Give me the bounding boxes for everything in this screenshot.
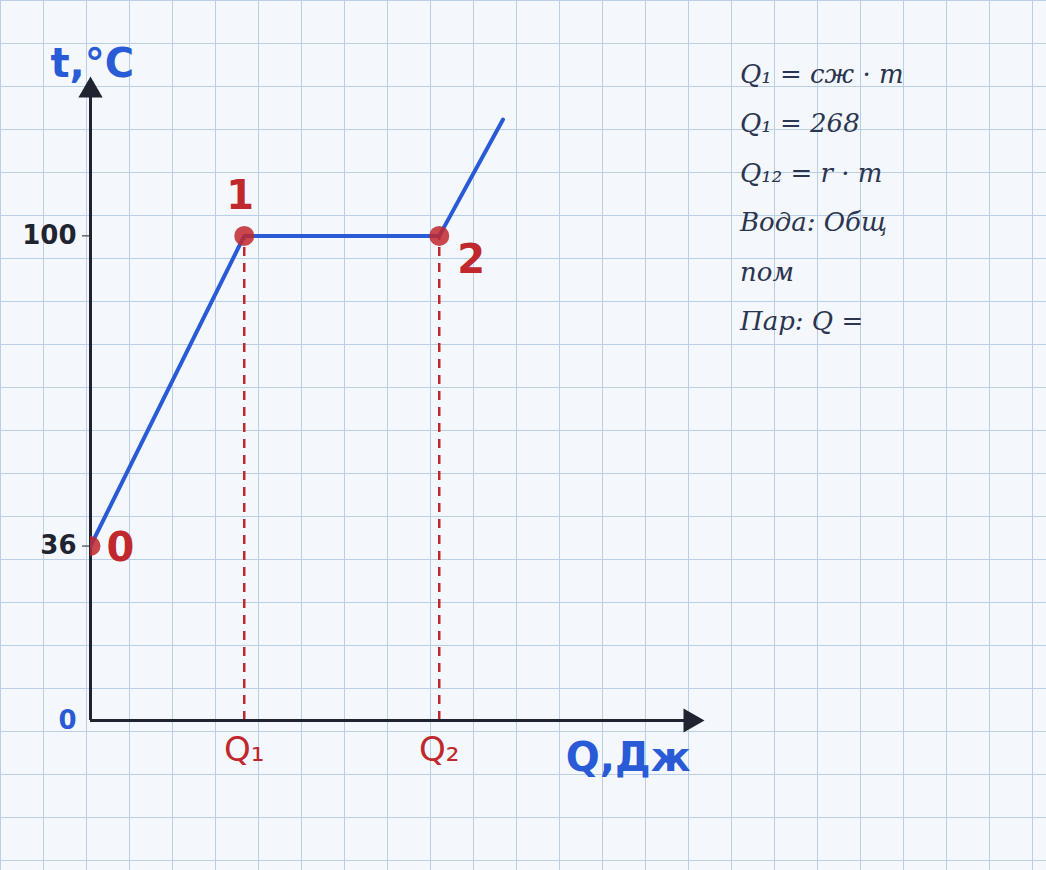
svg-text:36: 36 (40, 530, 76, 560)
html-text:Q₁ = 268: Q₁ = 268 (740, 108, 860, 139)
html-text:Пар: Q =: Пар: Q = (740, 306, 864, 336)
svg-text:Q,Дж: Q,Дж (566, 734, 691, 780)
html-text:Q₁ = cж · m: Q₁ = cж · m (740, 59, 904, 89)
html-text:Q₁₂ = r · m: Q₁₂ = r · m (740, 157, 883, 188)
svg-text:0: 0 (107, 524, 135, 570)
svg-text:0: 0 (58, 705, 76, 735)
svg-text:1: 1 (226, 172, 254, 218)
svg-text:t,°C: t,°C (51, 40, 135, 86)
html-text:пом: пом (740, 256, 794, 287)
html-text:Вода: Общ: Вода: Общ (740, 207, 887, 238)
svg-text:100: 100 (22, 220, 76, 250)
svg-text:2: 2 (457, 236, 485, 282)
svg-text:Q₂: Q₂ (419, 729, 459, 769)
svg-text:Q₁: Q₁ (224, 729, 264, 769)
